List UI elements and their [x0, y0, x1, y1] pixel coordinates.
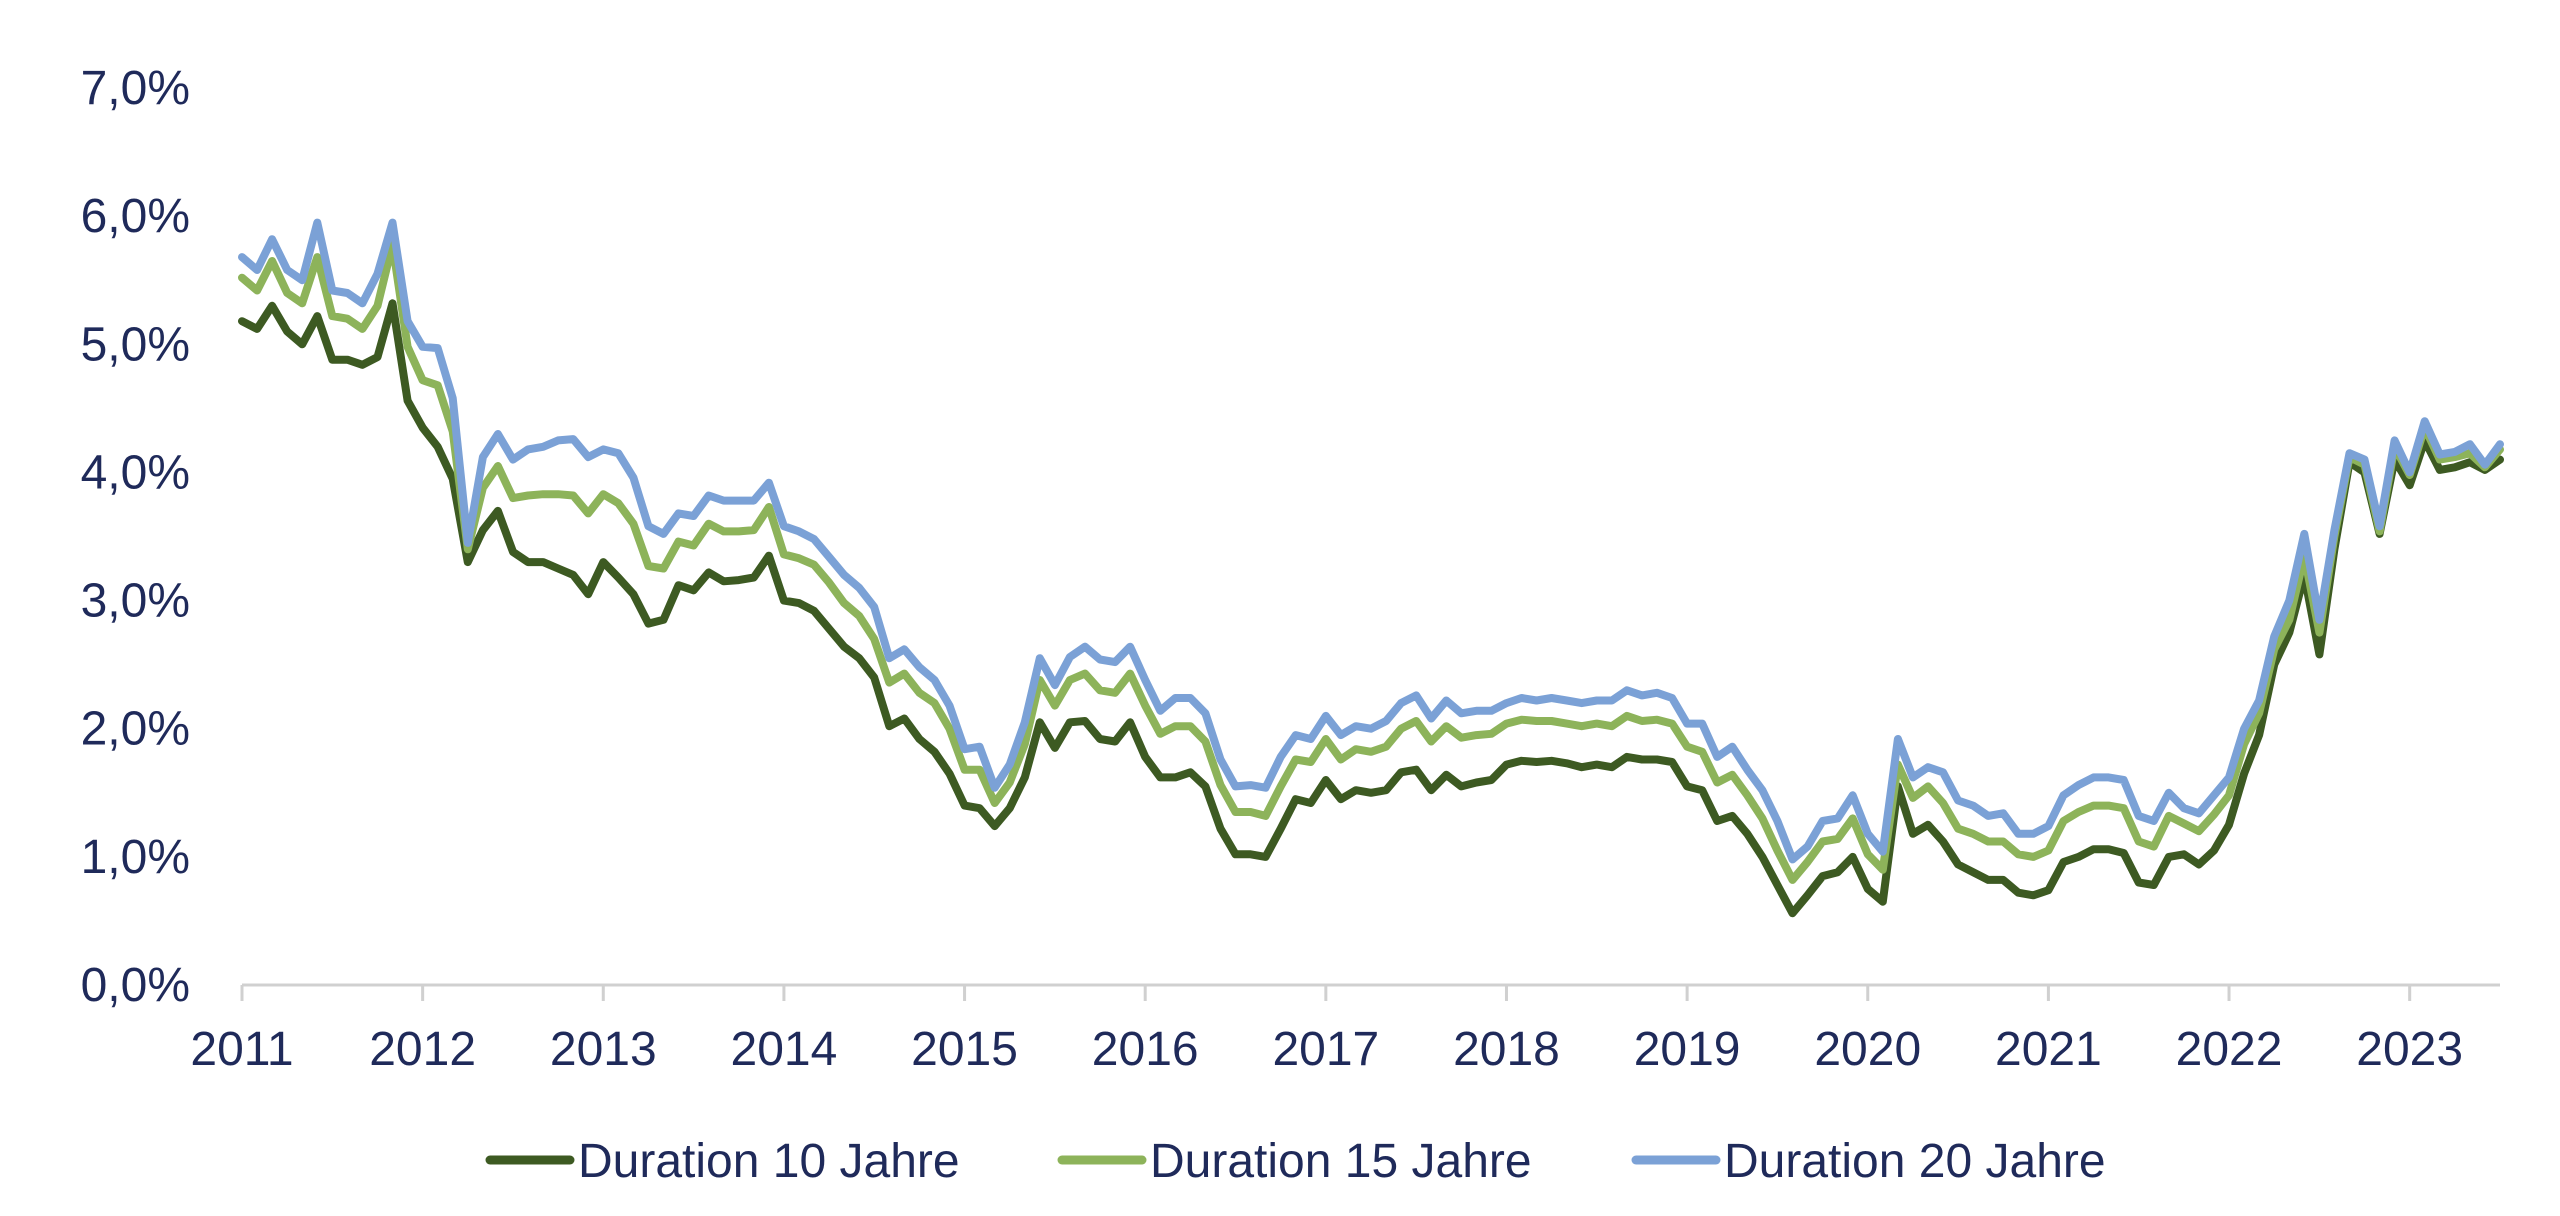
y-tick-label: 1,0%	[81, 831, 190, 884]
series-line-3	[238, 218, 2504, 864]
y-tick-label: 3,0%	[81, 575, 190, 628]
x-tick-label: 2019	[1634, 1023, 1741, 1076]
x-tick-label: 2012	[369, 1023, 476, 1076]
series-line-2	[238, 240, 2504, 884]
series-line-1	[238, 299, 2504, 918]
legend-label-2: Duration 15 Jahre	[1150, 1135, 1532, 1188]
series-lines	[238, 218, 2504, 918]
x-tick-label: 2014	[731, 1023, 838, 1076]
x-tick-label: 2018	[1453, 1023, 1560, 1076]
x-tick-label: 2020	[1814, 1023, 1921, 1076]
x-tick-label: 2023	[2356, 1023, 2463, 1076]
x-tick-label: 2016	[1092, 1023, 1199, 1076]
y-tick-label: 2,0%	[81, 703, 190, 756]
legend-label-3: Duration 20 Jahre	[1724, 1135, 2106, 1188]
x-tick-label: 2013	[550, 1023, 657, 1076]
y-tick-label: 6,0%	[81, 190, 190, 243]
legend: Duration 10 Jahre Duration 15 Jahre Durati…	[485, 1135, 2106, 1188]
legend-label-1: Duration 10 Jahre	[578, 1135, 960, 1188]
y-tick-label: 5,0%	[81, 318, 190, 371]
y-tick-label: 7,0%	[81, 62, 190, 115]
y-tick-label: 0,0%	[81, 959, 190, 1012]
y-axis-ticks: 0,0% 1,0% 2,0% 3,0% 4,0% 5,0% 6,0% 7,0%	[81, 62, 190, 1012]
x-axis-ticks: 2011 2012 2013 2014 2015 2016 2017 2018 2019 2020…	[190, 985, 2463, 1076]
x-tick-label: 2021	[1995, 1023, 2102, 1076]
x-tick-label: 2022	[2176, 1023, 2283, 1076]
x-tick-label: 2015	[911, 1023, 1018, 1076]
x-tick-label: 2017	[1272, 1023, 1379, 1076]
x-tick-label: 2011	[190, 1023, 293, 1076]
y-tick-label: 4,0%	[81, 446, 190, 499]
